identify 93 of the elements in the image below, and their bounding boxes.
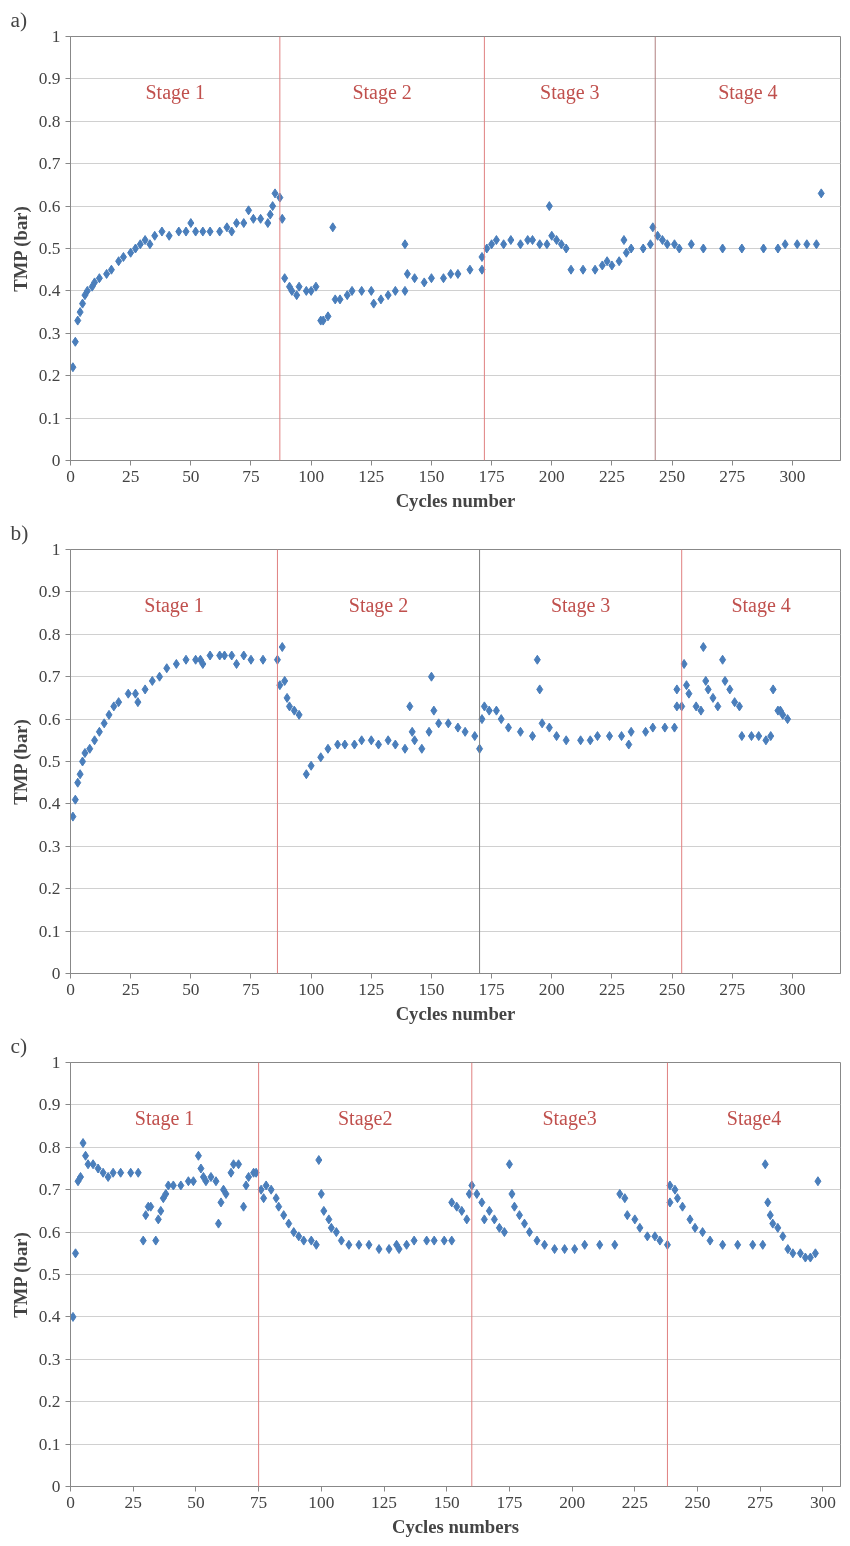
y-axis-title: TMP (bar) [9, 206, 32, 292]
x-tick-label: 100 [298, 979, 325, 999]
annotation: Stage 4 [718, 80, 778, 104]
y-tick-label: 0.2 [38, 879, 61, 899]
y-tick-label: 0.7 [38, 667, 61, 687]
y-tick-label: 0.8 [38, 624, 61, 644]
annotation: Stage 2 [348, 593, 409, 617]
x-tick-label: 25 [121, 979, 140, 999]
y-tick-label: 0.9 [38, 1095, 61, 1115]
annotation: Stage2 [337, 1106, 393, 1130]
y-tick-label: 0.3 [38, 836, 61, 856]
y-axis-title: TMP (bar) [9, 1232, 32, 1318]
y-tick-label: 1 [51, 540, 61, 559]
annotation: Stage 1 [145, 80, 205, 104]
x-tick-label: 150 [418, 979, 445, 999]
y-tick-label: 0.5 [38, 239, 61, 258]
y-tick-label: 0 [51, 1477, 61, 1496]
x-tick-label: 25 [121, 466, 140, 486]
x-tick-label: 275 [719, 979, 746, 999]
annotation: Stage 3 [550, 593, 611, 617]
y-tick-label: 0.6 [38, 709, 61, 729]
x-tick-label: 175 [478, 466, 505, 486]
y-tick-label: 0.9 [38, 69, 61, 89]
x-tick-label: 225 [598, 979, 625, 999]
x-tick-label: 25 [124, 1492, 142, 1512]
x-tick-label: 150 [433, 1492, 460, 1512]
x-tick-label: 225 [621, 1492, 648, 1512]
chart-title: c) [10, 1033, 28, 1058]
x-tick-label: 50 [182, 979, 200, 999]
x-tick-label: 125 [358, 979, 385, 999]
y-tick-label: 0 [51, 964, 61, 983]
y-tick-label: 0.9 [38, 582, 61, 602]
x-tick-label: 250 [684, 1492, 711, 1512]
x-tick-label: 100 [298, 466, 325, 486]
x-tick-label: 0 [66, 979, 75, 999]
x-tick-label: 125 [358, 466, 385, 486]
x-tick-label: 275 [719, 466, 746, 486]
y-tick-label: 1 [51, 1053, 61, 1072]
chart-title: a) [10, 7, 28, 32]
x-tick-label: 300 [809, 1492, 836, 1512]
x-tick-label: 50 [187, 1492, 205, 1512]
y-tick-label: 0.2 [38, 366, 61, 386]
x-tick-label: 75 [242, 466, 260, 486]
annotation: Stage4 [726, 1106, 782, 1130]
y-tick-label: 0.4 [38, 281, 61, 301]
y-tick-label: 0.7 [38, 1180, 61, 1200]
annotation: Stage 1 [134, 1106, 195, 1130]
x-tick-label: 0 [66, 466, 75, 486]
x-tick-label: 275 [747, 1492, 774, 1512]
annotation: Stage 4 [731, 593, 791, 617]
y-tick-label: 0.8 [38, 111, 61, 131]
x-axis-title: Cycles number [395, 1002, 516, 1024]
y-tick-label: 0.4 [38, 1307, 61, 1327]
annotation: Stage 1 [144, 593, 204, 617]
x-tick-label: 200 [538, 466, 565, 486]
y-tick-label: 0.1 [38, 1434, 61, 1454]
x-tick-label: 100 [308, 1492, 335, 1512]
y-tick-label: 0.4 [38, 794, 61, 814]
y-tick-label: 1 [51, 27, 61, 46]
y-tick-label: 0.6 [38, 196, 61, 216]
annotation: Stage 2 [352, 80, 412, 104]
x-tick-label: 300 [779, 979, 806, 999]
annotation: Stage 3 [540, 80, 600, 104]
y-tick-label: 0 [51, 451, 61, 470]
y-tick-label: 0.5 [38, 752, 61, 771]
x-tick-label: 200 [538, 979, 565, 999]
x-tick-label: 300 [779, 466, 806, 486]
x-tick-label: 50 [182, 466, 200, 486]
x-tick-label: 200 [559, 1492, 586, 1512]
x-tick-label: 125 [371, 1492, 398, 1512]
x-axis-title: Cycles numbers [392, 1515, 519, 1537]
chart-title: b) [10, 520, 29, 545]
x-tick-label: 0 [66, 1492, 75, 1512]
y-tick-label: 0.6 [38, 1222, 61, 1242]
x-tick-label: 75 [249, 1492, 268, 1512]
y-tick-label: 0.1 [38, 408, 61, 428]
x-tick-label: 75 [242, 979, 260, 999]
y-tick-label: 0.1 [38, 921, 61, 941]
x-tick-label: 175 [496, 1492, 523, 1512]
y-tick-label: 0.7 [38, 154, 61, 174]
y-tick-label: 0.8 [38, 1137, 61, 1157]
x-tick-label: 250 [659, 979, 686, 999]
annotation: Stage3 [542, 1106, 597, 1130]
x-tick-label: 225 [598, 466, 625, 486]
x-tick-label: 250 [659, 466, 686, 486]
x-tick-label: 150 [418, 466, 445, 486]
y-tick-label: 0.3 [38, 323, 61, 343]
y-axis-title: TMP (bar) [9, 719, 32, 805]
y-tick-label: 0.3 [38, 1349, 61, 1369]
x-axis-title: Cycles number [395, 489, 516, 511]
y-tick-label: 0.5 [38, 1265, 61, 1284]
y-tick-label: 0.2 [38, 1392, 61, 1412]
x-tick-label: 175 [478, 979, 505, 999]
